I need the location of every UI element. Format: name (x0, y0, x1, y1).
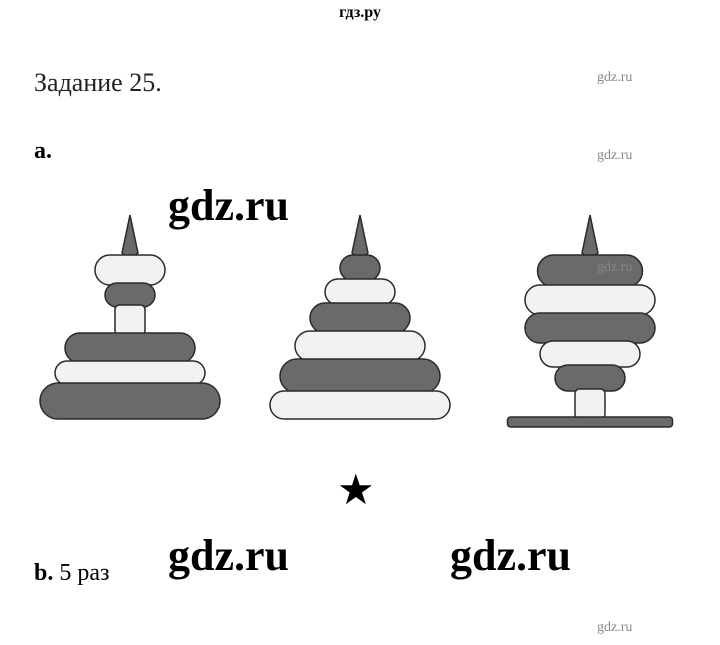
watermark-big: gdz.ru (450, 530, 571, 581)
part-b-answer: 5 раз (59, 560, 109, 586)
pyramid-left-wrap (30, 195, 230, 455)
part-a-label: a. (34, 138, 52, 165)
watermark-big: gdz.ru (168, 530, 289, 581)
pyramid-row (30, 195, 690, 455)
pyramid-middle-wrap (260, 195, 460, 455)
pyramid-left (30, 195, 230, 455)
pyramid-middle (260, 195, 460, 455)
task-title: Задание 25. (34, 68, 162, 98)
pyramid-right (490, 195, 690, 455)
watermark-small: gdz.ru (597, 260, 632, 276)
watermark-small: gdz.ru (597, 70, 632, 86)
site-header: гдз.ру (0, 0, 720, 22)
part-b: b. 5 раз (34, 560, 110, 587)
watermark-small: gdz.ru (597, 148, 632, 164)
watermark-big: gdz.ru (168, 180, 289, 231)
star-icon: ★ (337, 465, 375, 515)
watermark-small: gdz.ru (597, 620, 632, 636)
pyramid-right-wrap (490, 195, 690, 455)
part-b-label: b. (34, 560, 53, 586)
